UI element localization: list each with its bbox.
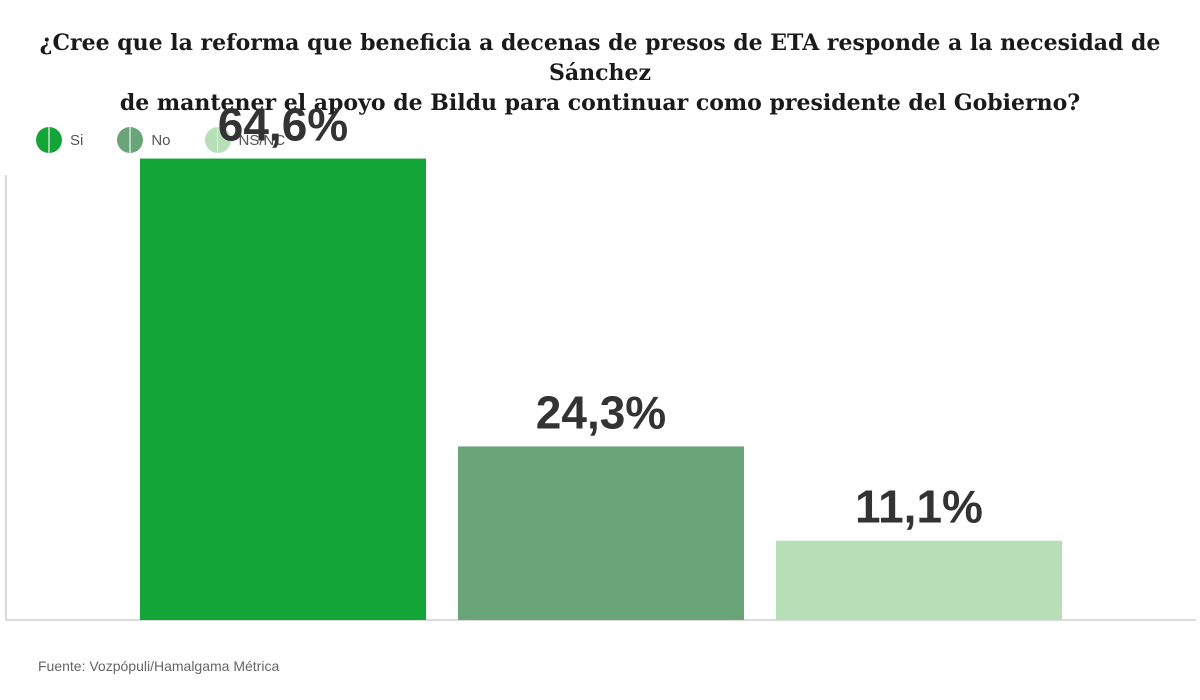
legend-item-si: Si [36, 127, 83, 153]
value-label-nsnc: 11,1% [855, 481, 983, 533]
legend-swatch-nsnc [204, 127, 231, 153]
bar-si [140, 158, 426, 621]
chart-title-line-2: de mantener el apoyo de Bildu para conti… [119, 90, 1081, 116]
legend-item-no: No [117, 127, 171, 153]
bar-nsnc [776, 540, 1062, 620]
legend-label-si: Si [70, 131, 84, 149]
legend: Si No NS/NC [36, 126, 319, 154]
bars-group [140, 158, 1062, 621]
chart-title-line-1: ¿Cree que la reforma que beneficia a dec… [39, 30, 1161, 86]
legend-label-nsnc: NS/NC [238, 131, 286, 149]
chart-title: ¿Cree que la reforma que beneficia a dec… [0, 28, 1200, 118]
source-note: Fuente: Vozpópuli/Hamalgama Métrica [38, 658, 280, 674]
value-label-si: 64,6% [218, 99, 348, 151]
legend-swatch-no [117, 127, 144, 153]
value-labels-group: 64,6% 24,3% 11,1% [218, 99, 983, 533]
legend-label-no: No [151, 131, 171, 149]
value-label-no: 24,3% [536, 386, 666, 438]
legend-swatch-si [36, 127, 62, 153]
bar-no [458, 446, 744, 620]
legend-item-nsnc: NS/NC [204, 127, 286, 153]
